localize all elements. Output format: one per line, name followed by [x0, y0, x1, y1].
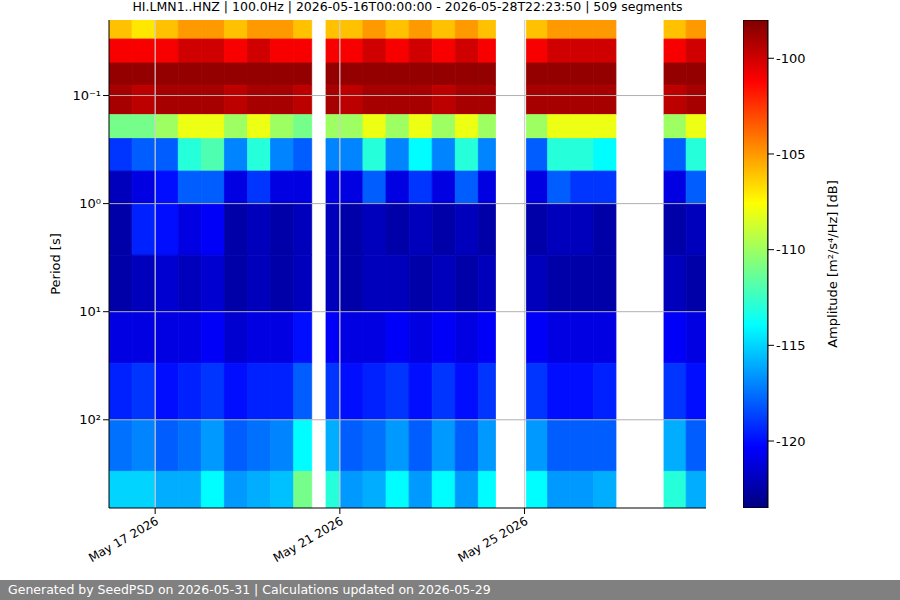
html-text:HI.LMN1..HNZ | 100.0Hz | 2026-: HI.LMN1..HNZ | 100.0Hz | 2026-05-16T00:0… — [132, 0, 683, 14]
svg-text:Amplitude [m²/s⁴/Hz] [dB]: Amplitude [m²/s⁴/Hz] [dB] — [825, 180, 840, 348]
svg-text:10¹: 10¹ — [79, 304, 101, 319]
svg-text:-110: -110 — [776, 242, 806, 257]
svg-text:-105: -105 — [776, 147, 806, 162]
svg-text:-100: -100 — [776, 51, 806, 66]
svg-text:10⁰: 10⁰ — [79, 196, 101, 211]
svg-text:-120: -120 — [776, 434, 806, 449]
svg-text:10⁻¹: 10⁻¹ — [72, 88, 101, 103]
svg-text:May 17 2026: May 17 2026 — [86, 514, 161, 565]
svg-text:-115: -115 — [776, 338, 806, 353]
svg-text:Period [s]: Period [s] — [48, 233, 63, 295]
html-text:Generated by SeedPSD on 2026-0: Generated by SeedPSD on 2026-05-31 | Cal… — [8, 582, 491, 597]
svg-text:10²: 10² — [79, 412, 101, 427]
svg-text:May 25 2026: May 25 2026 — [456, 514, 531, 565]
svg-text:May 21 2026: May 21 2026 — [271, 514, 346, 565]
